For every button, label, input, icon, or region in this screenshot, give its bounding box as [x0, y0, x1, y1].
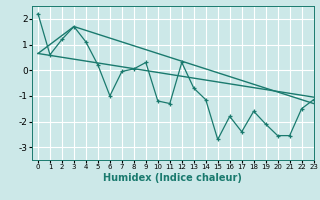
X-axis label: Humidex (Indice chaleur): Humidex (Indice chaleur) [103, 173, 242, 183]
